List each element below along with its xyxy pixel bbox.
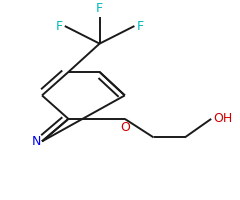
Text: N: N [31,135,41,148]
Text: F: F [55,20,62,33]
Text: F: F [137,20,144,33]
Text: F: F [96,2,103,15]
Text: OH: OH [214,112,233,125]
Text: O: O [120,121,130,134]
